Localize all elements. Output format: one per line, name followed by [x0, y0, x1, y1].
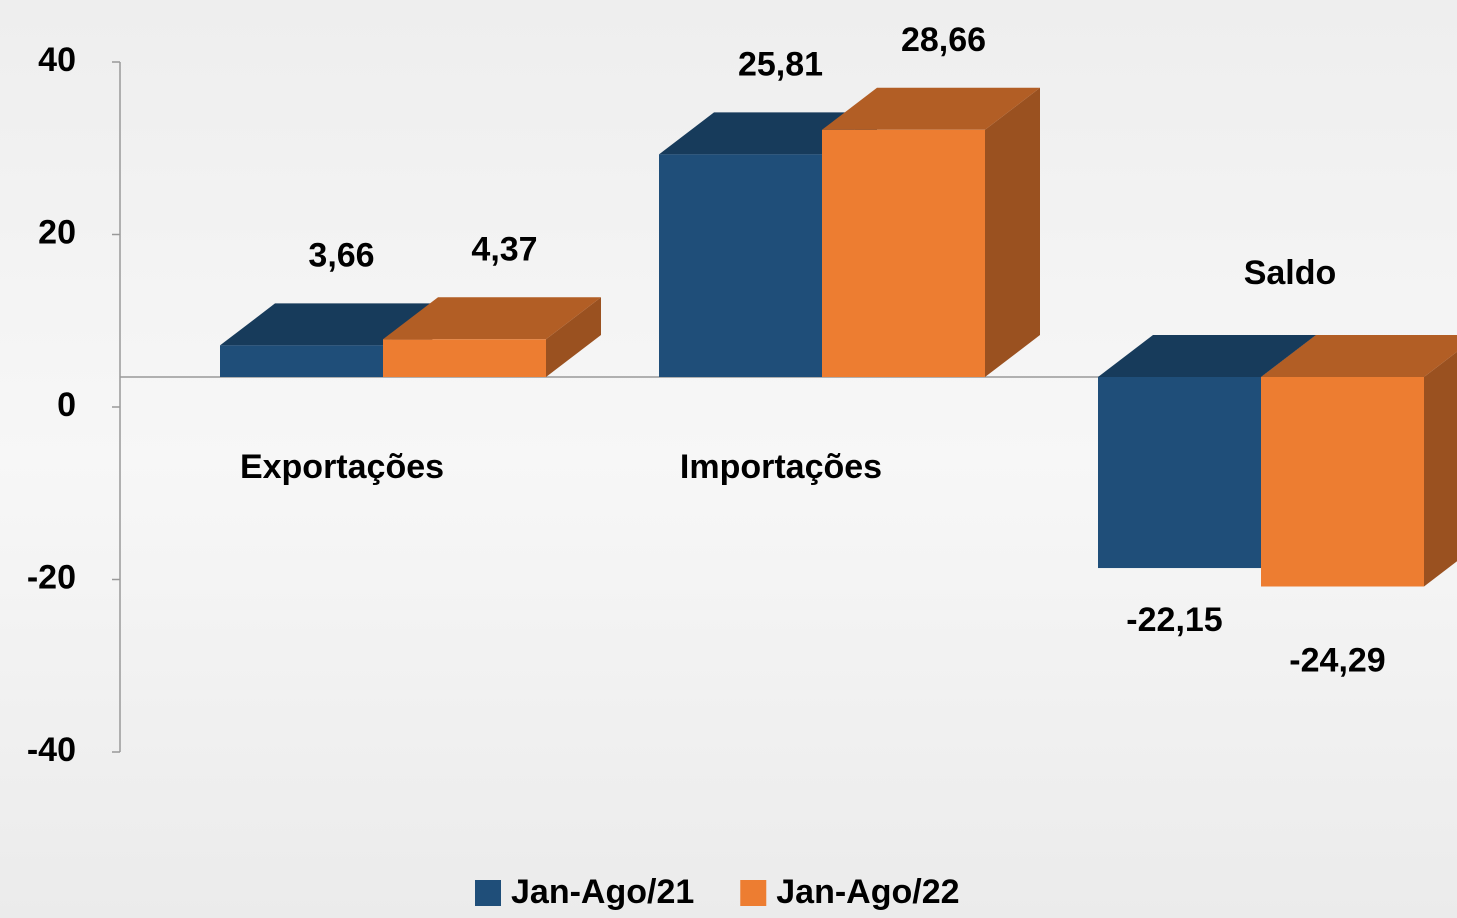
bar-top — [822, 87, 1040, 130]
y-tick-label: 20 — [38, 213, 76, 251]
bar-top — [1261, 335, 1457, 377]
value-label: 25,81 — [738, 45, 823, 83]
value-label: -24,29 — [1289, 641, 1385, 679]
y-tick-label: -20 — [27, 558, 76, 596]
category-label: Importações — [680, 448, 882, 486]
bar-top — [220, 303, 438, 346]
value-label: 3,66 — [308, 236, 374, 274]
category-label: Exportações — [240, 448, 444, 486]
category-label: Saldo — [1244, 254, 1337, 292]
bar-top — [383, 297, 601, 340]
y-tick-label: 0 — [57, 386, 76, 424]
bar — [1098, 377, 1261, 569]
legend-label: Jan-Ago/22 — [776, 873, 959, 911]
y-tick-label: 40 — [38, 41, 76, 79]
bar — [822, 129, 985, 377]
bar — [1261, 377, 1424, 587]
y-tick-label: -40 — [27, 731, 76, 769]
bar-side — [985, 87, 1040, 378]
bar-side — [1424, 351, 1457, 587]
bar — [383, 339, 546, 377]
bar — [659, 154, 822, 377]
legend-swatch — [740, 880, 767, 906]
bar-side — [546, 297, 601, 377]
value-label: 28,66 — [901, 21, 986, 59]
value-label: 4,37 — [471, 230, 537, 268]
bar — [220, 345, 383, 377]
bar-top — [1098, 335, 1316, 377]
value-label: -22,15 — [1126, 601, 1222, 639]
legend-label: Jan-Ago/21 — [511, 873, 694, 911]
legend-swatch — [475, 880, 501, 906]
